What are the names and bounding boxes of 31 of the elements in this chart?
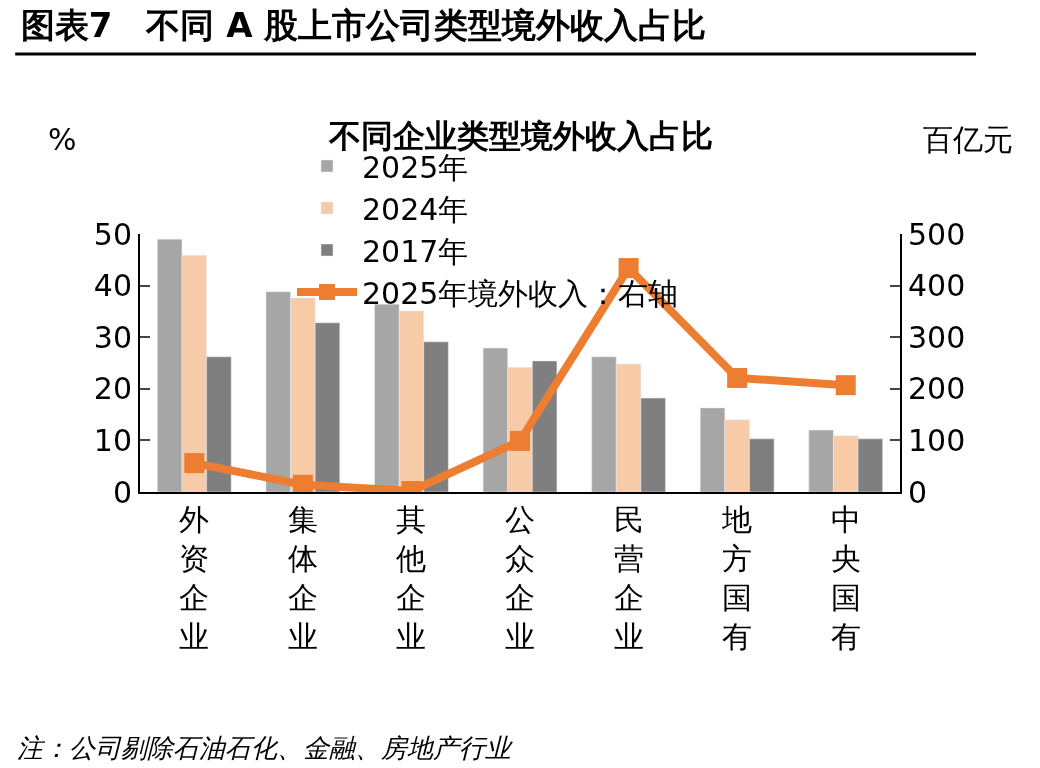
x-tick-label: 外资企业 bbox=[179, 502, 210, 654]
point bbox=[510, 430, 530, 451]
legend-label: 2024年 bbox=[362, 191, 469, 227]
y-tick-label: 10 bbox=[93, 422, 132, 458]
y-tick-label: 30 bbox=[93, 319, 132, 355]
point bbox=[184, 453, 205, 474]
x-tick-label: 中央国有 bbox=[830, 502, 861, 654]
x-tick-label: 其他企业 bbox=[396, 502, 427, 654]
y2-tick-label: 500 bbox=[908, 216, 966, 252]
x-tick-label: 地方国有 bbox=[721, 502, 753, 654]
y-tick-label: 20 bbox=[93, 371, 132, 407]
y-tick-label: 40 bbox=[93, 268, 132, 304]
y-tick-label: 0 bbox=[112, 474, 132, 510]
y2-tick-label: 200 bbox=[908, 371, 966, 407]
y2-tick-label: 300 bbox=[908, 319, 966, 355]
point bbox=[727, 367, 748, 388]
chart-title: 图表7 不同 A 股上市公司类型境外收入占比 bbox=[20, 4, 707, 45]
point bbox=[835, 375, 856, 396]
point bbox=[618, 258, 639, 279]
y-tick-label: 50 bbox=[93, 216, 132, 252]
y2-tick-label: 0 bbox=[908, 474, 928, 510]
x-tick-label: 集体企业 bbox=[287, 502, 318, 654]
y2-tick-label: 100 bbox=[908, 422, 966, 458]
y2-axis-title: 百亿元 bbox=[923, 122, 1013, 157]
y-axis-title: % bbox=[48, 122, 77, 157]
y2-tick-label: 400 bbox=[908, 268, 966, 304]
text: 注：公司剔除石油石化、金融、房地产行业 bbox=[17, 733, 513, 763]
x-tick-label: 公众企业 bbox=[505, 502, 535, 654]
legend-label: 2017年 bbox=[362, 233, 469, 269]
x-tick-label: 民营企业 bbox=[613, 502, 644, 654]
point bbox=[292, 474, 313, 492]
